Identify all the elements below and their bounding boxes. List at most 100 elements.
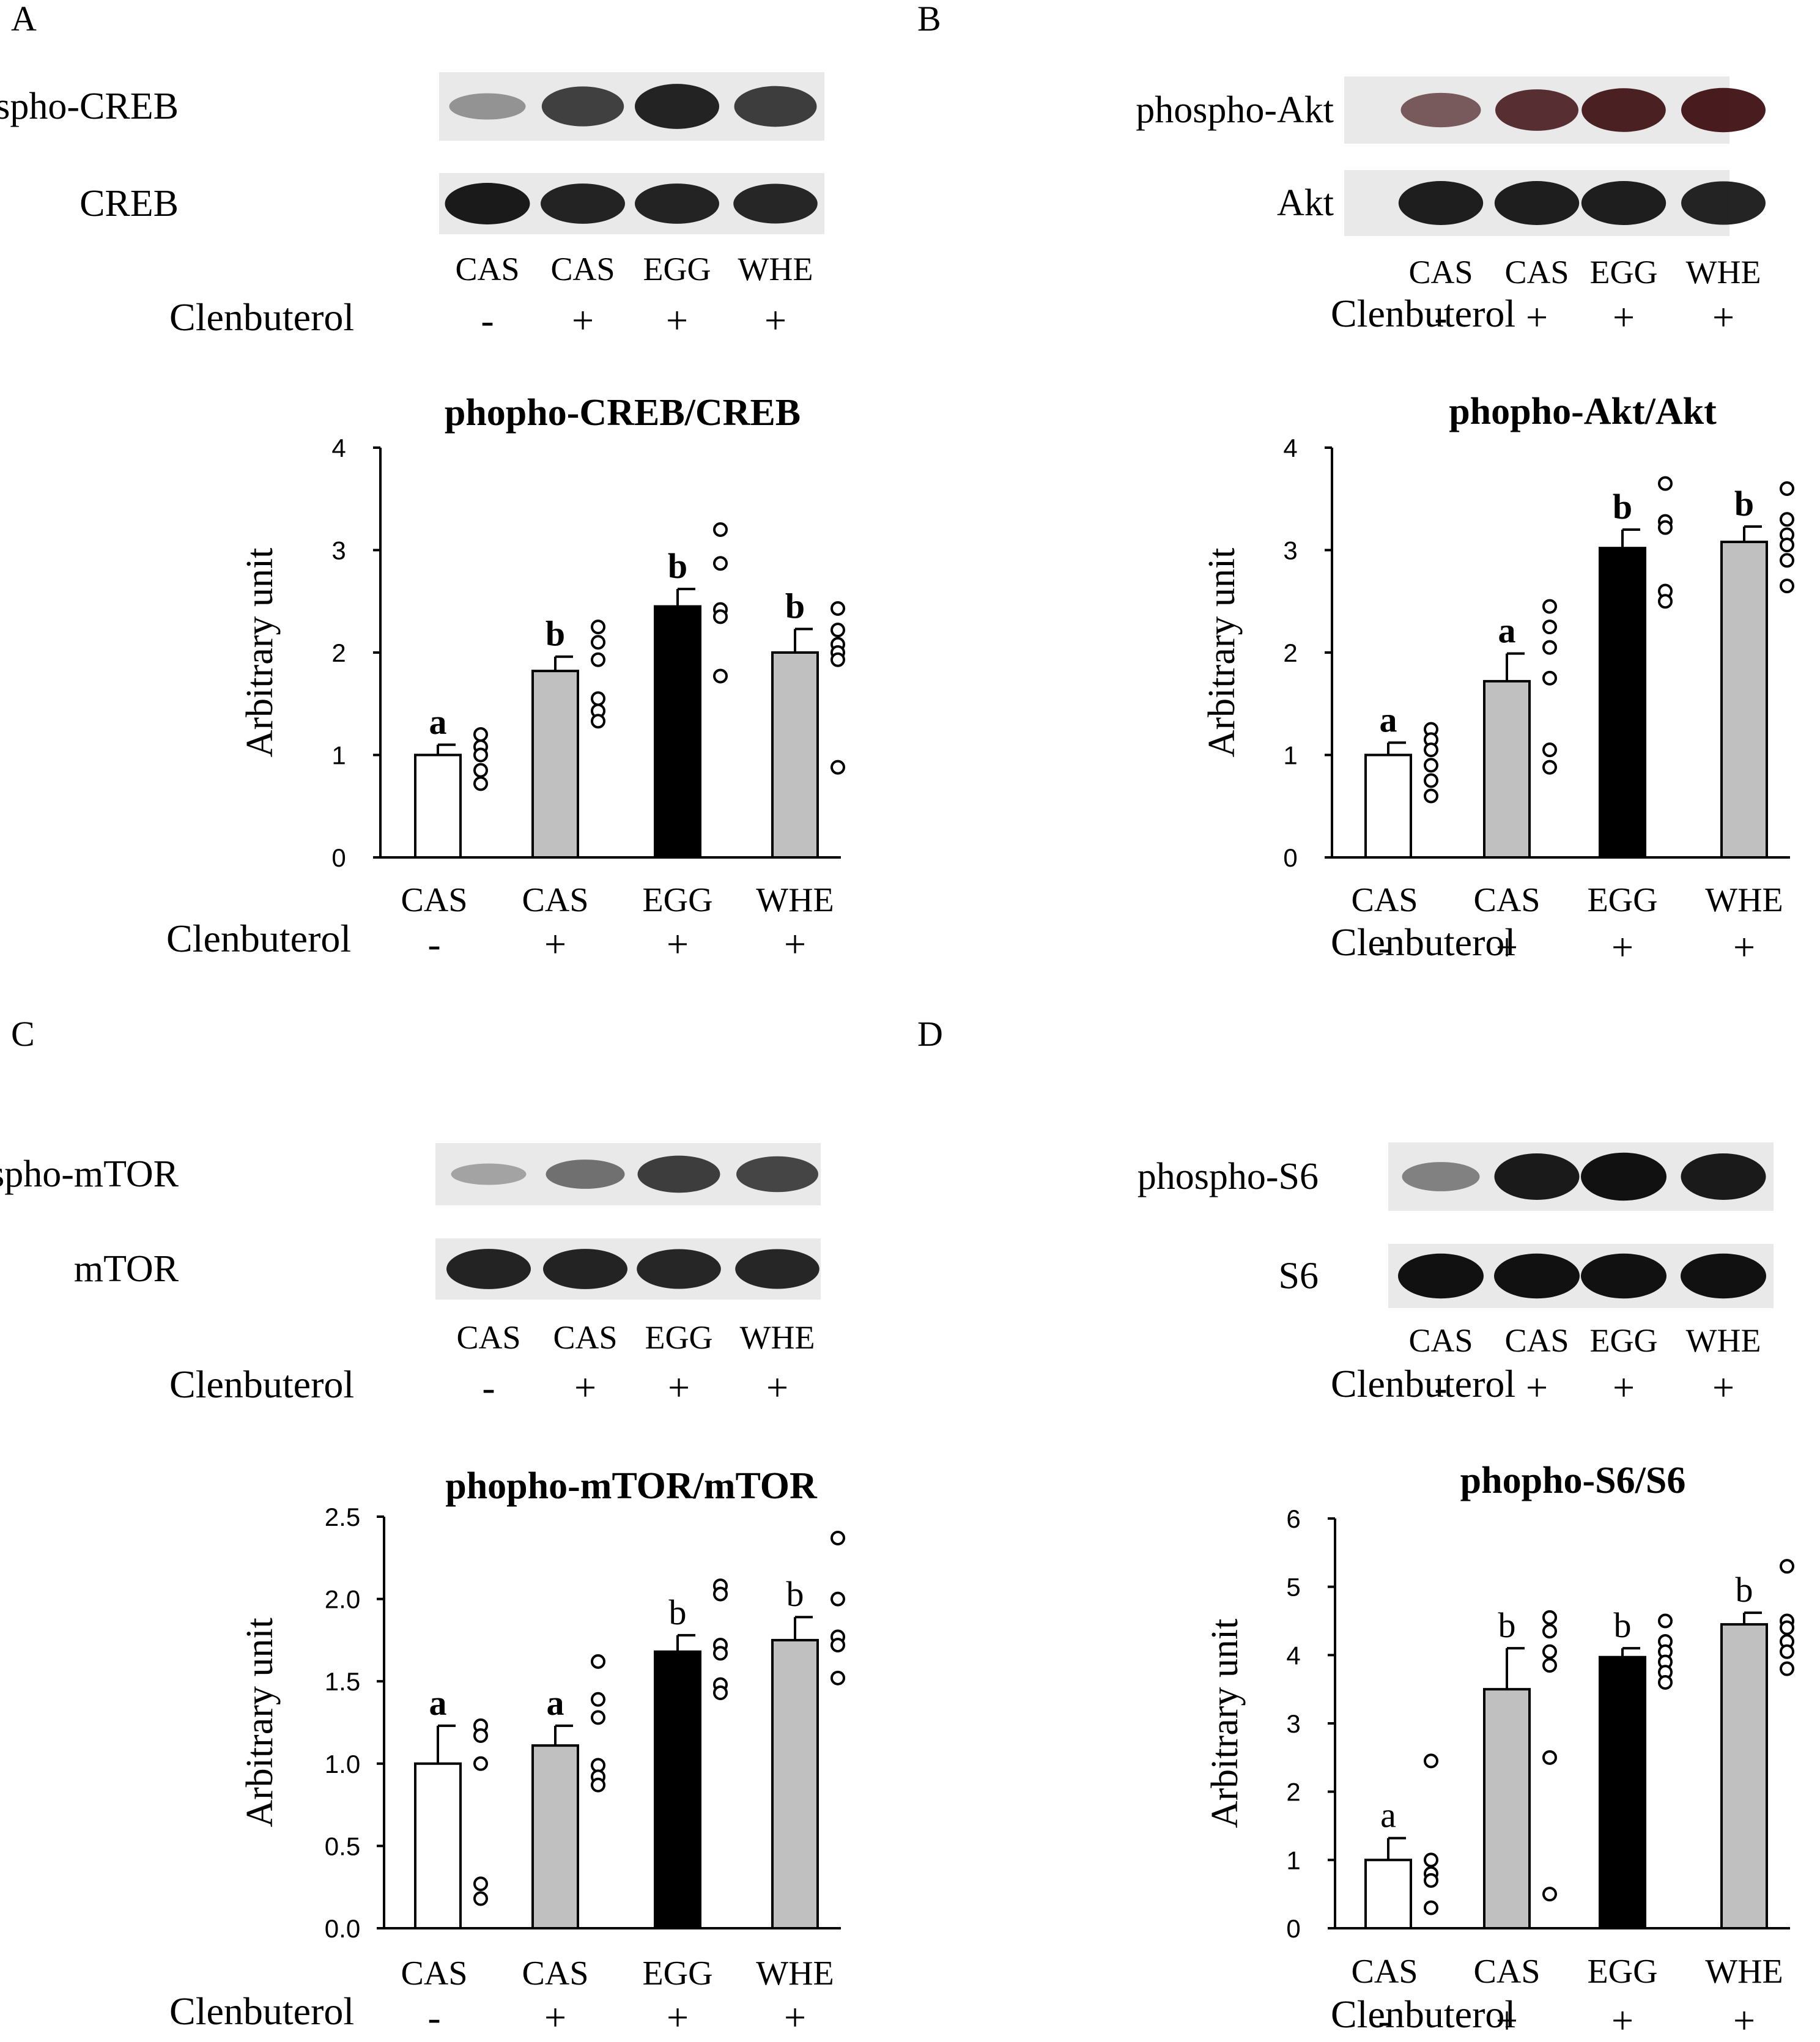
chart-area: phopho-S6/S6 0 1 2 3 4 5 6 Arbitrary unit a CAS - b C… <box>1204 1460 1794 2036</box>
data-point <box>1542 1750 1557 1765</box>
x-category-label: CAS <box>401 881 468 919</box>
bar <box>1483 1688 1531 1929</box>
treatment-sign: + <box>666 298 688 342</box>
blot-label: Akt <box>1277 182 1334 224</box>
bar <box>1364 1859 1412 1930</box>
significance-letter: a <box>429 702 447 742</box>
bar <box>654 605 701 859</box>
blot-band <box>1402 1162 1480 1191</box>
significance-letter: b <box>1736 1570 1753 1610</box>
treatment-sign: + <box>544 922 566 966</box>
bar <box>414 1762 462 1930</box>
blot-band <box>1581 1152 1666 1201</box>
y-tick-label: 5 <box>1286 1573 1300 1602</box>
treatment-sign: + <box>1733 1999 1755 2036</box>
blot-band <box>1681 87 1766 133</box>
data-point <box>1542 599 1557 614</box>
treatment-label: Clenbuterol <box>1331 920 1515 964</box>
y-tick-label: 4 <box>1286 1641 1300 1670</box>
data-point <box>1658 1613 1673 1629</box>
lane-label: WHE <box>740 1319 815 1356</box>
blot-band <box>451 1163 527 1185</box>
data-point <box>591 1692 605 1707</box>
panel-b: B phospho-Akt Akt CAS CAS EGG WHE Clenbuterol -… <box>910 0 1820 1021</box>
significance-letter: b <box>1498 1605 1516 1645</box>
data-point <box>1542 1644 1557 1659</box>
data-point <box>830 652 845 667</box>
data-point <box>1780 1661 1794 1676</box>
bar <box>1483 679 1531 859</box>
y-tick-label: 2.5 <box>325 1503 360 1531</box>
data-point <box>1424 1873 1438 1888</box>
y-tick-label: 0 <box>1283 843 1297 872</box>
bar <box>414 753 462 859</box>
blot-band <box>735 1249 819 1289</box>
blot-label: phospho-S6 <box>1138 1156 1319 1197</box>
treatment-sign: + <box>668 1366 690 1409</box>
lane-label: CAS <box>1504 254 1569 290</box>
data-point <box>1424 742 1438 758</box>
significance-letter: b <box>785 586 805 626</box>
lane-label: WHE <box>1686 1322 1761 1359</box>
blot-band <box>541 183 625 224</box>
y-tick-label: 3 <box>1286 1709 1300 1738</box>
significance-letter: a <box>1380 1796 1396 1835</box>
significance-letter: b <box>786 1574 804 1614</box>
blot-band <box>1681 1253 1766 1299</box>
y-tick-label: 1 <box>331 741 346 770</box>
blot-band <box>635 84 719 129</box>
treatment-label: Clenbuterol <box>169 1989 354 2033</box>
treatment-sign: + <box>1496 1999 1518 2036</box>
blot-band <box>734 86 817 127</box>
blot-area: phospho-mTOR mTOR CAS CAS EGG WHE Clenbuterol -… <box>0 1143 821 1409</box>
x-category-label: CAS <box>522 881 589 919</box>
chart-title: phopho-mTOR/mTOR <box>445 1465 818 1507</box>
treatment-sign: + <box>764 298 786 342</box>
data-point <box>473 1891 488 1906</box>
data-point <box>591 620 605 635</box>
y-tick-label: 0 <box>1286 1914 1300 1943</box>
bar <box>1599 1655 1646 1930</box>
data-point <box>1542 1610 1557 1625</box>
treatment-sign: - <box>481 298 494 342</box>
blot-band <box>635 183 719 224</box>
chart-title: phopho-Akt/Akt <box>1449 391 1717 432</box>
treatment-sign: + <box>1712 295 1734 339</box>
bar <box>1364 753 1412 859</box>
data-point <box>591 691 605 706</box>
data-point <box>473 1876 488 1892</box>
data-point <box>1780 1620 1794 1635</box>
panel-letter: A <box>11 0 37 39</box>
data-point <box>1542 1624 1557 1639</box>
panel-d: D phospho-S6 S6 CAS CAS EGG WHE Clenbuterol - + +… <box>910 1015 1820 2036</box>
y-tick-label: 1.5 <box>325 1667 360 1696</box>
data-point <box>830 1637 845 1652</box>
data-point <box>1780 512 1794 527</box>
panel-c: C phospho-mTOR mTOR CAS CAS EGG WHE Clenbutero… <box>0 1015 910 2036</box>
lane-label: CAS <box>455 251 519 287</box>
treatment-sign: - <box>427 922 440 966</box>
y-tick-label: 0.0 <box>325 1914 360 1943</box>
treatment-label: Clenbuterol <box>1331 1992 1515 2036</box>
bar <box>771 1638 819 1930</box>
significance-letter: b <box>669 1593 687 1632</box>
y-tick-label: 4 <box>1283 434 1297 462</box>
data-point <box>713 609 728 624</box>
data-point <box>830 760 845 775</box>
x-category-label: WHE <box>756 881 834 919</box>
data-point <box>1658 594 1673 609</box>
data-point <box>591 635 605 650</box>
data-point <box>473 727 488 742</box>
blot-band <box>733 183 818 224</box>
data-point <box>830 623 845 638</box>
data-point <box>591 1710 605 1725</box>
treatment-sign: - <box>427 1996 440 2036</box>
lane-label: CAS <box>1504 1322 1569 1359</box>
treatment-sign: + <box>574 1366 596 1409</box>
significance-letter: b <box>1613 487 1632 527</box>
x-category-label: CAS <box>522 1955 589 1992</box>
data-point <box>1424 1900 1438 1915</box>
treatment-sign: + <box>1526 295 1548 339</box>
treatment-sign: - <box>1434 295 1447 339</box>
